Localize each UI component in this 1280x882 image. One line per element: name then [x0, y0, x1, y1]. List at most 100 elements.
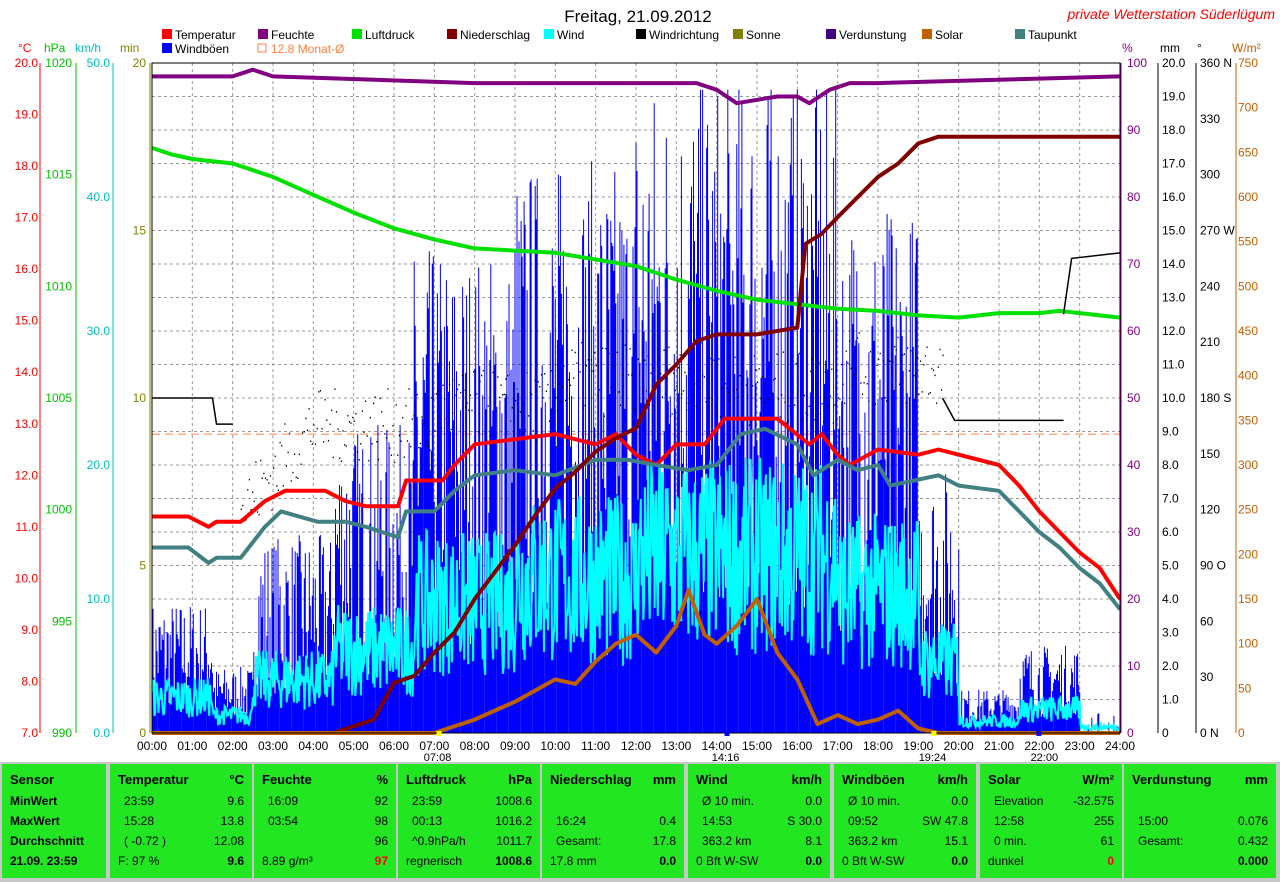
x-axis: 00:00 01:00 02:00 03:00 04:00 05:00 06:00 07:00…	[137, 731, 1135, 762]
tick-humidity-7: 70	[1127, 257, 1141, 271]
tick-humidity-4: 40	[1127, 458, 1141, 472]
tick-temperature-11: 18.0	[15, 159, 39, 173]
x-tick-11: 11:00	[581, 739, 610, 753]
legend-label-2: Luftdruck	[365, 28, 415, 42]
stats-temperatur-row-2: ( -0.72 ) 12.08	[118, 834, 244, 850]
tick-pressure-1: 995	[52, 614, 72, 628]
tick-temperature-8: 15.0	[15, 314, 39, 328]
chart-axes: 7.0 8.0 9.0 10.0 11.0 12.0 13.0 14.0 15.0 16.0 17.…	[15, 56, 1259, 740]
x-tick-3: 03:00	[258, 739, 288, 753]
stats-wind-unit: km/h	[791, 772, 822, 787]
stats-wind: Wind km/h Ø 10 min. 0.0 14:53 S 30.0 363.2 km 8…	[688, 764, 830, 878]
x-marker-label-2: 19:24	[919, 752, 947, 762]
tick-solar-9: 450	[1238, 324, 1258, 338]
stats-verdunstung: Verdunstung mm 15:00 0.076 Gesamt: 0.432 0.000	[1124, 764, 1276, 878]
stats-solar-row-2-label: 0 min.	[994, 834, 1027, 848]
stats-solar-row-2: 0 min. 61	[988, 834, 1114, 850]
stats-windboeen-row-3-label: 0 Bft W-SW	[842, 854, 905, 868]
stats-solar: Solar W/m² Elevation -32.575 12:58 255 0 min. 6…	[980, 764, 1122, 878]
stats-luftdruck-row-1-label: 00:13	[412, 814, 443, 828]
stats-luftdruck-title: Luftdruck	[406, 772, 466, 787]
stats-luftdruck-row-3-value: 1008.6	[495, 854, 532, 868]
x-tick-16: 16:00	[782, 739, 812, 753]
tick-humidity-0: 0	[1127, 726, 1134, 740]
unit-solar: W/m²	[1232, 41, 1261, 55]
statistics-panel: Sensor MinWert MaxWert Durchschnitt 21.0…	[0, 762, 1280, 882]
stats-temperatur-row-3-value: 9.6	[227, 854, 244, 868]
legend-label-7: Verdunstung	[839, 28, 906, 42]
stats-verdunstung-unit: mm	[1244, 772, 1268, 787]
x-tick-20: 20:00	[944, 739, 974, 753]
tick-humidity-8: 80	[1127, 190, 1141, 204]
tick-solar-11: 550	[1238, 235, 1258, 249]
tick-temperature-7: 14.0	[15, 365, 39, 379]
wind-line	[151, 457, 1121, 734]
x-tick-14: 14:00	[702, 739, 732, 753]
tick-pressure-0: 990	[52, 726, 72, 740]
stats-feuchte: Feuchte% 16:09 92 03:54 98 96 8.89 g/m³ 97	[254, 764, 396, 878]
stats-niederschlag-row-2-label: Gesamt:	[556, 834, 602, 848]
stats-niederschlag-row-1-label: 16:24	[556, 814, 587, 828]
stats-solar-row-1: 12:58 255	[988, 814, 1114, 830]
series-line-luftdruck	[151, 146, 1121, 320]
stats-luftdruck-row-0: 23:59 1008.6	[406, 794, 532, 810]
stats-luftdruck-row-2-value: 1011.7	[496, 834, 532, 848]
stats-luftdruck-row-0-value: 1008.6	[495, 794, 532, 808]
stats-luftdruck-row-0-label: 23:59	[412, 794, 443, 808]
stats-verdunstung-row-3-value: 0.000	[1237, 854, 1268, 868]
stats-temperatur-row-0-value: 9.6	[227, 794, 244, 808]
legend-label-4: Wind	[557, 28, 584, 42]
stats-luftdruck-row-3-label: regnerisch	[406, 854, 463, 868]
x-tick-6: 06:00	[379, 739, 409, 753]
tick-direction-3: 90 O	[1200, 559, 1226, 573]
legend-swatch-9	[1015, 29, 1025, 39]
stats-feuchte-row-1-label: 03:54	[268, 814, 299, 828]
stats-wind-row-2-label: 363.2 km	[702, 834, 752, 848]
stats-temperatur-row-2-value: 12.08	[213, 834, 244, 848]
tick-solar-10: 500	[1238, 279, 1258, 293]
stats-windboeen-row-2: 363.2 km 15.1	[842, 834, 968, 850]
tick-rain-20: 20.0	[1162, 56, 1186, 70]
x-tick-24: 24:00	[1105, 739, 1135, 753]
legend-swatch-3	[447, 29, 457, 39]
tick-rain-13: 13.0	[1162, 291, 1186, 305]
stats-niederschlag-row-0	[550, 794, 676, 810]
x-tick-8: 08:00	[460, 739, 490, 753]
chart-legend: Temperatur Feuchte Luftdruck Niederschlag Wi…	[162, 28, 1077, 56]
tick-direction-8: 240	[1200, 279, 1220, 293]
stats-wind-row-1-value: S 30.0	[787, 814, 822, 828]
tick-rain-7: 7.0	[1162, 492, 1179, 506]
stats-temperatur: Temperatur °C 23:59 9.6 15:28 13.8 ( -0.72 ) 12…	[110, 764, 252, 878]
tick-pressure-3: 1005	[45, 391, 72, 405]
stats-windboeen: Windböen km/h Ø 10 min. 0.0 09:52 SW 47.8 363.…	[834, 764, 976, 878]
stats-temperatur-head: Temperatur °C	[118, 772, 244, 787]
unit-humidity: %	[1122, 41, 1133, 55]
tick-wind-3: 30.0	[87, 324, 111, 338]
tick-solar-6: 300	[1238, 458, 1258, 472]
tick-rain-11: 11.0	[1162, 358, 1185, 372]
x-tick-13: 13:00	[661, 739, 691, 753]
stats-niederschlag-row-2: Gesamt: 17.8	[550, 834, 676, 850]
tick-rain-5: 5.0	[1162, 559, 1179, 573]
x-marker-label-3: 22:00	[1031, 752, 1059, 762]
x-tick-5: 05:00	[339, 739, 369, 753]
tick-direction-4: 120	[1200, 503, 1220, 517]
unit-rain: mm	[1160, 41, 1180, 55]
tick-rain-10: 10.0	[1162, 391, 1186, 405]
stats-wind-row-2: 363.2 km 8.1	[696, 834, 822, 850]
stats-windboeen-title: Windböen	[842, 772, 905, 787]
tick-direction-11: 330	[1200, 112, 1220, 126]
tick-direction-12: 360 N	[1200, 56, 1232, 70]
stats-verdunstung-row-1: 15:00 0.076	[1132, 814, 1268, 830]
tick-temperature-1: 8.0	[21, 674, 38, 688]
x-tick-15: 15:00	[742, 739, 772, 753]
stats-wind-row-3-label: 0 Bft W-SW	[696, 854, 759, 868]
axis-units: °C hPa km/h min% mm ° W/m²	[18, 41, 1261, 55]
legend-label-5: Windrichtung	[649, 28, 719, 42]
stats-wind-row-0-value: 0.0	[805, 794, 822, 808]
stats-feuchte-unit: %	[376, 772, 388, 787]
stats-feuchte-row-3: 8.89 g/m³ 97	[262, 854, 388, 870]
stats-feuchte-row-0: 16:09 92	[262, 794, 388, 810]
tick-rain-1: 1.0	[1162, 693, 1179, 707]
stats-luftdruck: Luftdruck hPa 23:59 1008.6 00:13 1016.2 ^0.9hP…	[398, 764, 540, 878]
